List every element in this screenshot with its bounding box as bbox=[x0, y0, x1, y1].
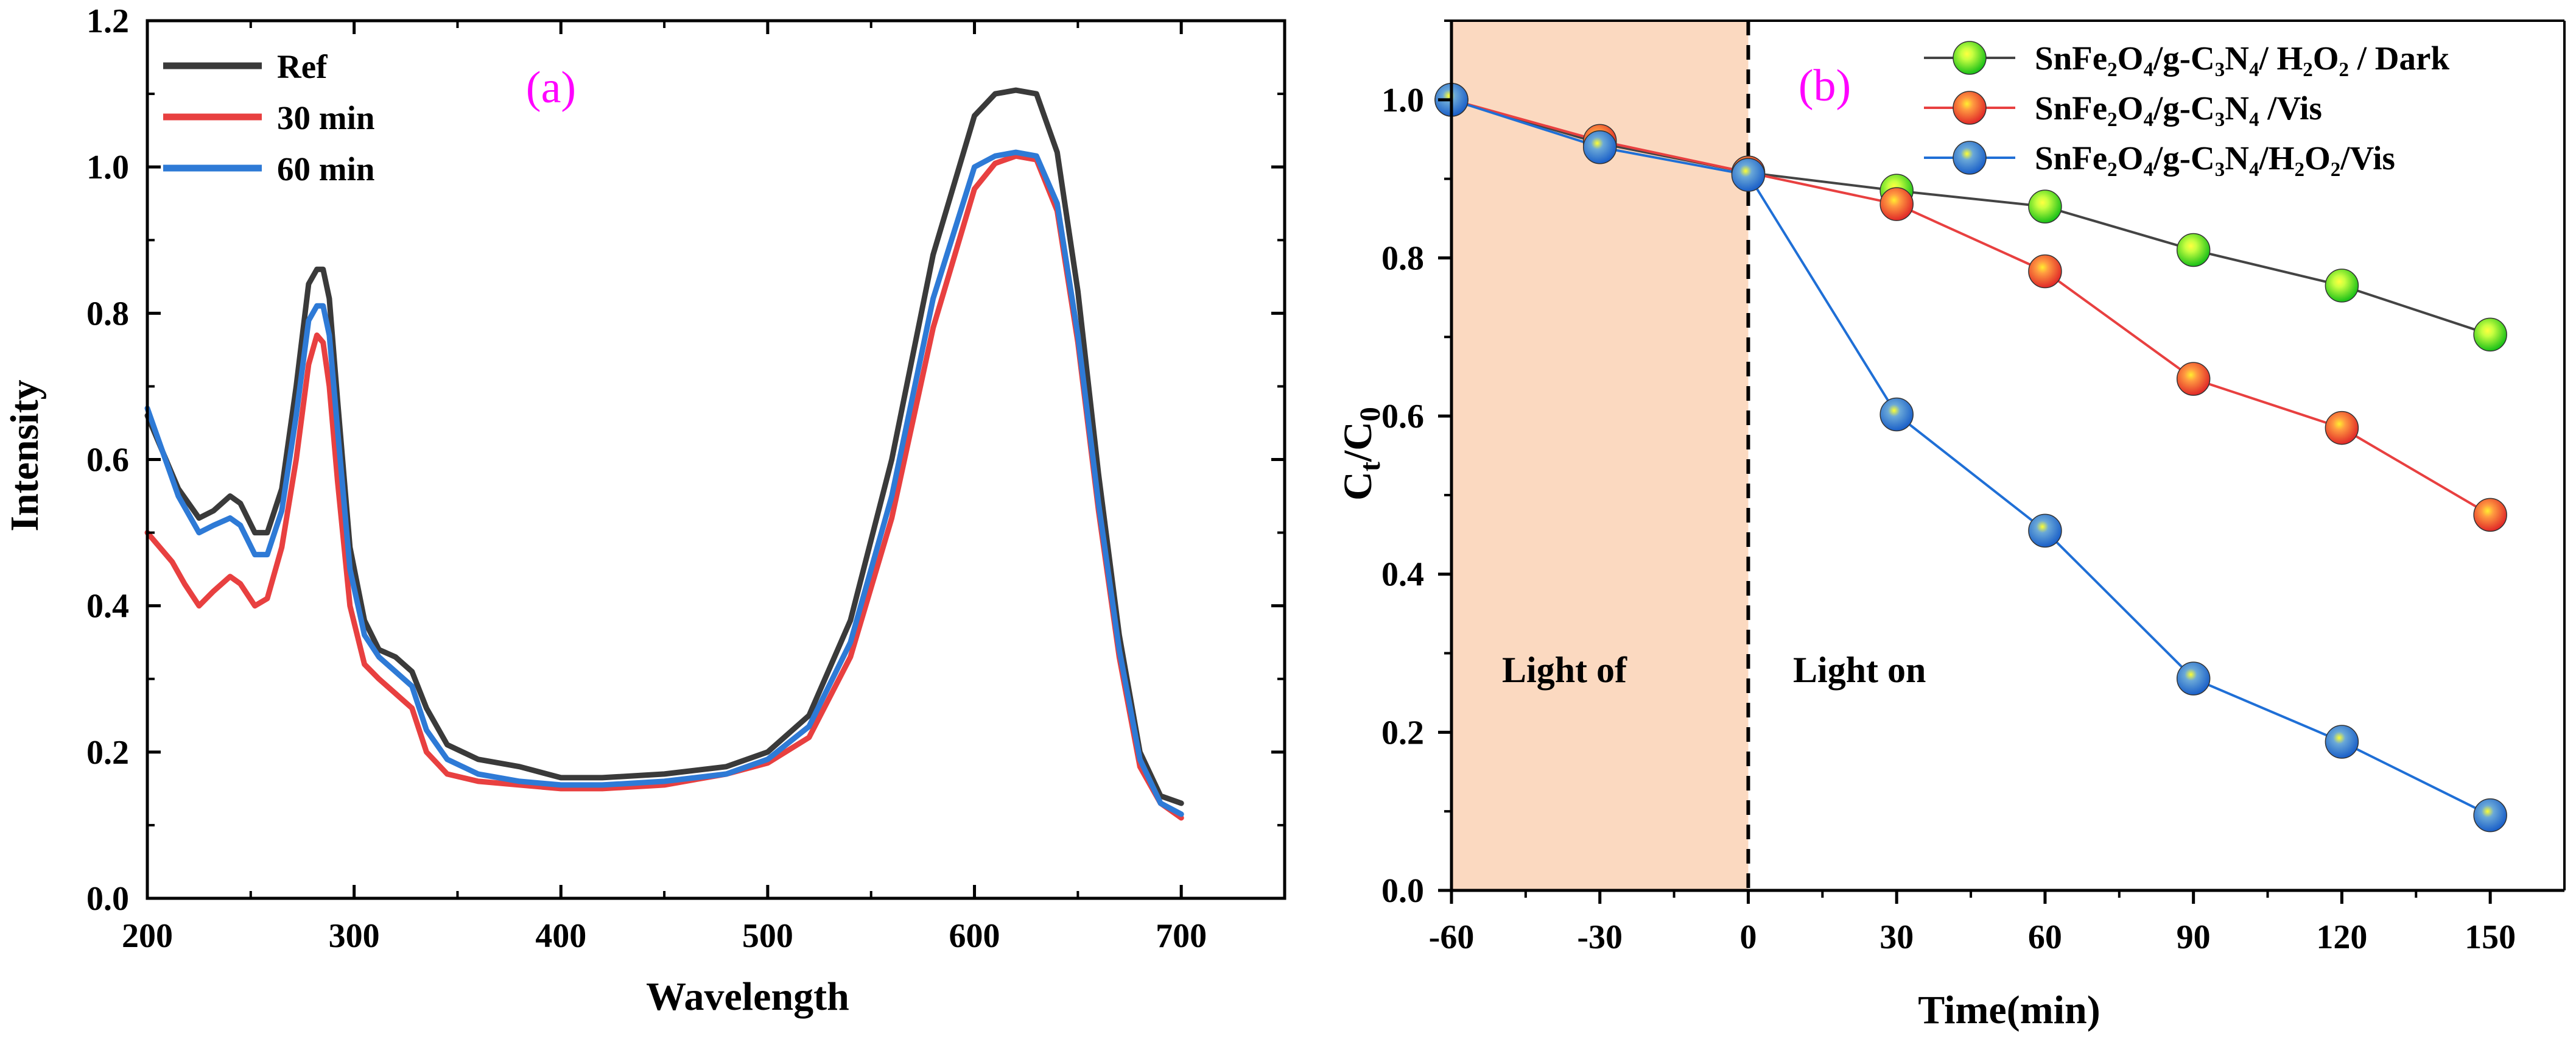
series-markers-snfe-o-g-c-n-h-o-vis bbox=[1434, 83, 2507, 833]
y-tick-label: 1.0 bbox=[1381, 82, 1424, 119]
light-on-label: Light on bbox=[1793, 650, 1926, 690]
series-line-30-min bbox=[144, 153, 1184, 821]
y-axis-title: Ct/C0 bbox=[1336, 407, 1386, 501]
legend-marker bbox=[1953, 141, 1987, 175]
legend-label: SnFe₂O₄/g-C₃N₄/H₂O₂/Vis bbox=[2035, 139, 2395, 177]
x-axis-title: Time(min) bbox=[1918, 988, 2100, 1032]
data-point bbox=[2325, 269, 2359, 303]
x-tick-label: 300 bbox=[329, 917, 380, 955]
legend-label: SnFe₂O₄/g-C₃N₄ /Vis bbox=[2035, 90, 2322, 127]
data-point bbox=[2176, 362, 2211, 396]
data-point bbox=[2028, 189, 2062, 224]
data-point bbox=[1879, 187, 1914, 221]
y-tick-label: 0.6 bbox=[86, 442, 129, 479]
data-point bbox=[2473, 798, 2507, 833]
series bbox=[1434, 83, 2507, 833]
y-title-sub-0: 0 bbox=[1354, 407, 1386, 421]
y-title-c: C bbox=[1336, 471, 1380, 501]
legend-entry-snfe-o-g-c-n-h-o-vis: SnFe₂O₄/g-C₃N₄/H₂O₂/Vis bbox=[1924, 139, 2395, 177]
x-axis-title: Wavelength bbox=[646, 974, 849, 1019]
y-tick-label: 1.0 bbox=[86, 149, 129, 186]
light-off-label: Light of bbox=[1502, 650, 1627, 690]
axes bbox=[146, 19, 1286, 900]
panel-label: (a) bbox=[526, 63, 576, 113]
x-tick-label: 400 bbox=[535, 917, 586, 955]
data-point bbox=[2028, 254, 2062, 289]
legend-entry-snfe-o-g-c-n-h-o-dark: SnFe₂O₄/g-C₃N₄/ H₂O₂ / Dark bbox=[1924, 40, 2449, 77]
series-line-ref bbox=[144, 87, 1184, 806]
data-point bbox=[2325, 410, 2359, 445]
legend-label-ref: Ref bbox=[277, 48, 328, 85]
series-line bbox=[1451, 98, 2491, 516]
legend: Ref 30 min 60 min bbox=[163, 48, 374, 188]
x-tick-label: 120 bbox=[2316, 918, 2367, 956]
tick-labels: -60 -30 0 30 60 90 120 150 0.0 0.2 0.4 0.6 0.8 1.0 bbox=[1381, 82, 2516, 956]
y-tick-label: 0.0 bbox=[1381, 872, 1424, 910]
data-point bbox=[2325, 725, 2359, 759]
x-tick-label: -30 bbox=[1577, 918, 1623, 956]
y-tick-label: 0.4 bbox=[86, 588, 129, 625]
y-tick-label: 0.2 bbox=[86, 734, 129, 772]
data-point bbox=[1731, 158, 1766, 192]
legend-label-60-min: 60 min bbox=[277, 150, 374, 188]
y-tick-label: 0.4 bbox=[1381, 556, 1424, 594]
legend-entry-snfe-o-g-c-n-vis: SnFe₂O₄/g-C₃N₄ /Vis bbox=[1924, 90, 2322, 127]
x-tick-label: 500 bbox=[742, 917, 793, 955]
series-snfe-o-g-c-n-h-o-dark bbox=[1451, 98, 2491, 336]
x-tick-label: 150 bbox=[2465, 918, 2516, 956]
panel-a: 200 300 400 500 600 7000.00.20.40.60.81.01.2 … bbox=[2, 2, 1286, 1019]
y-axis-title: Intensity bbox=[2, 379, 47, 531]
x-tick-label: 0 bbox=[1739, 918, 1757, 956]
x-tick-label: 700 bbox=[1156, 917, 1207, 955]
panel-label: (b) bbox=[1799, 61, 1851, 111]
data-point bbox=[2473, 498, 2507, 532]
y-tick-label: 0.8 bbox=[86, 295, 129, 333]
data-point bbox=[2176, 233, 2211, 267]
data-point bbox=[2176, 661, 2211, 696]
x-tick-label: 200 bbox=[122, 917, 173, 955]
series-lines bbox=[144, 87, 1184, 821]
legend-marker bbox=[1953, 91, 1987, 125]
legend-label-30-min: 30 min bbox=[277, 99, 374, 136]
x-tick-label: 60 bbox=[2028, 918, 2062, 956]
x-tick-label: 600 bbox=[949, 917, 1000, 955]
series-line bbox=[1451, 98, 2491, 817]
y-tick-label: 0.8 bbox=[1381, 239, 1424, 277]
y-tick-label: 1.2 bbox=[86, 2, 129, 40]
series-line-60-min bbox=[144, 149, 1184, 817]
y-tick-label: 0.6 bbox=[1381, 398, 1424, 435]
axes bbox=[1438, 19, 2566, 904]
tick-labels: 200 300 400 500 600 700 0.0 0.2 0.4 0.6 0.8 1.0 1.2 bbox=[86, 2, 1207, 955]
legend: SnFe₂O₄/g-C₃N₄/ H₂O₂ / Dark SnFe₂O₄/g-C₃N… bbox=[1924, 40, 2449, 177]
x-tick-label: -60 bbox=[1429, 918, 1475, 956]
x-tick-label: 30 bbox=[1879, 918, 1914, 956]
y-title-sub-t: t bbox=[1354, 462, 1386, 471]
legend-marker bbox=[1953, 41, 1987, 75]
x-tick-label: 90 bbox=[2177, 918, 2211, 956]
data-point bbox=[2473, 317, 2507, 352]
panel-b: -60 -30 0 30 60 90 120 150 0.0 0.2 0.4 0.6 0.8 1.0 Ti… bbox=[1336, 19, 2566, 1032]
data-point bbox=[1879, 397, 1914, 432]
data-point bbox=[2028, 513, 2062, 548]
y-tick-label: 0.0 bbox=[86, 880, 129, 918]
y-tick-label: 0.2 bbox=[1381, 714, 1424, 752]
series-snfe-o-g-c-n-h-o-vis bbox=[1451, 98, 2491, 817]
legend-label: SnFe₂O₄/g-C₃N₄/ H₂O₂ / Dark bbox=[2035, 40, 2449, 77]
data-point bbox=[1582, 130, 1617, 164]
y-title-mid: /C bbox=[1336, 421, 1380, 462]
series-line bbox=[1451, 98, 2491, 336]
series-snfe-o-g-c-n-vis bbox=[1451, 98, 2491, 516]
